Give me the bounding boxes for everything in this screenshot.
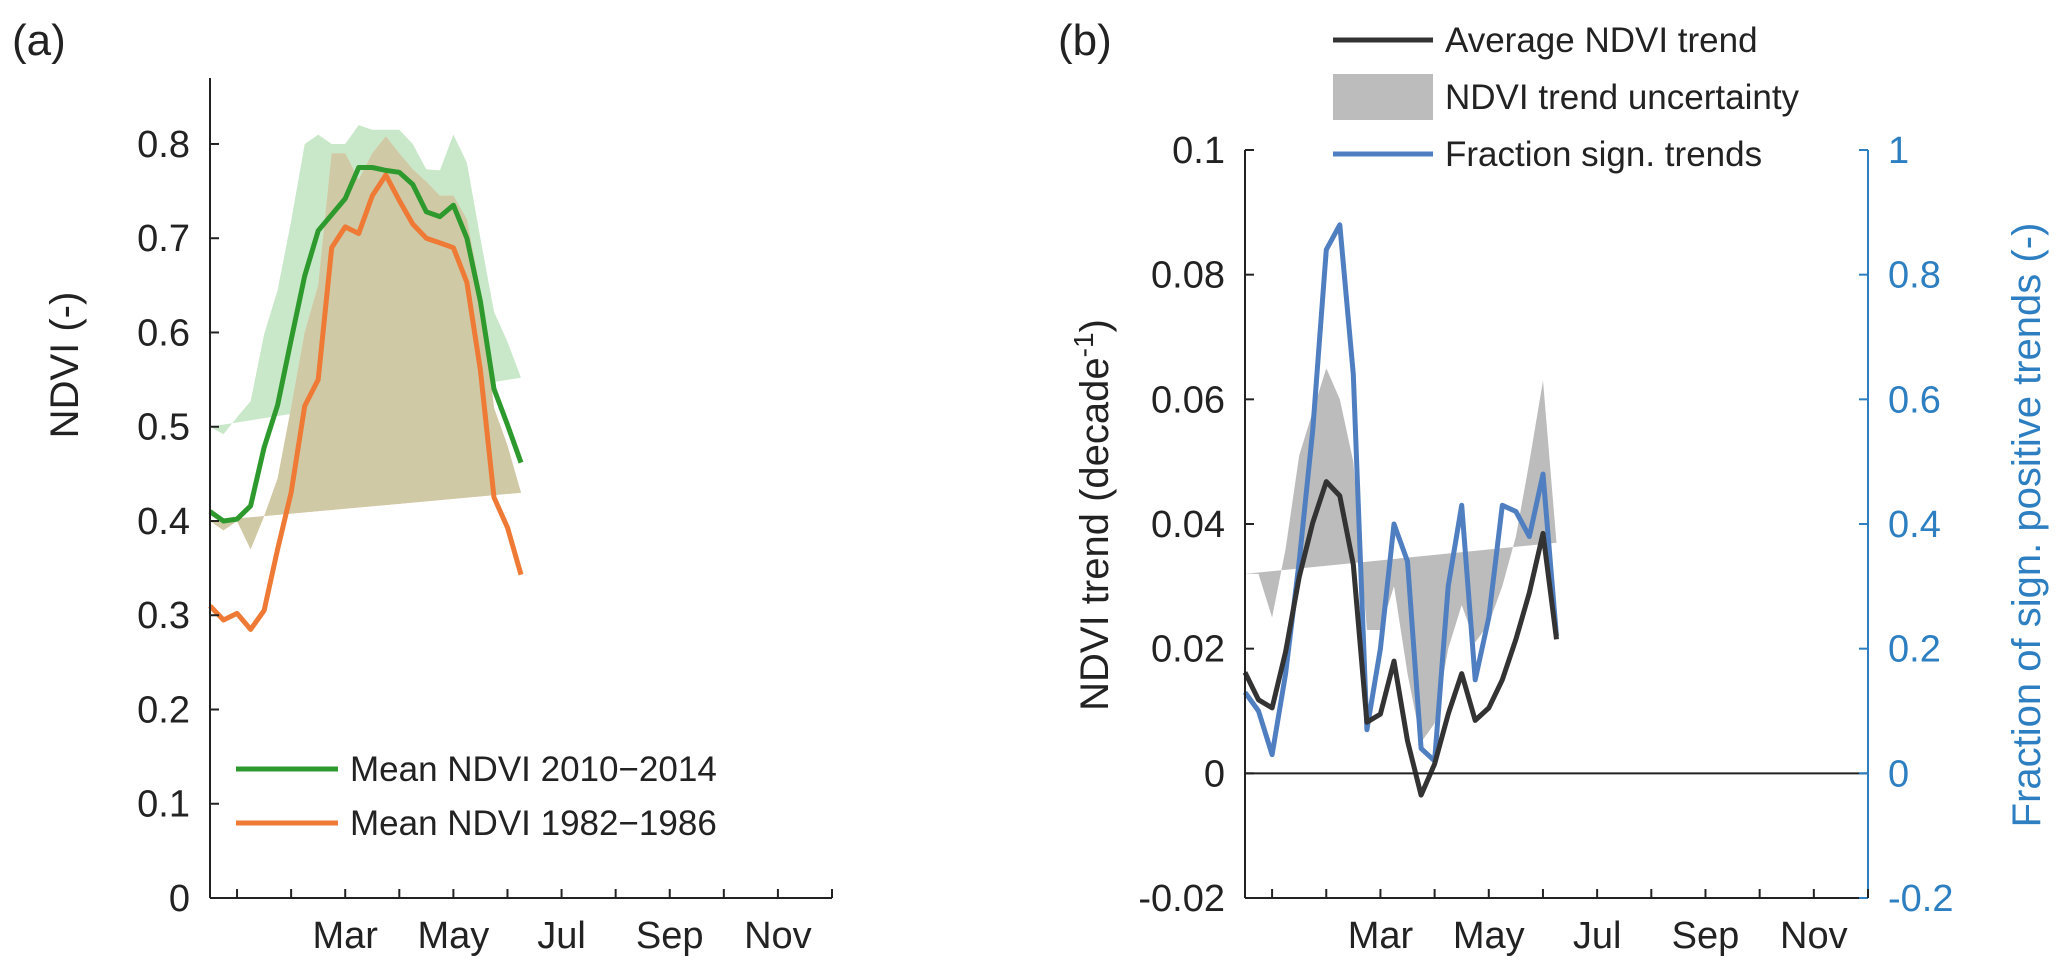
panel-a-ytick-label: 0.4 [137,501,190,543]
panel-a-xtick-label: Sep [636,915,704,957]
panel-b-ytick-left-label: 0.1 [1172,130,1225,172]
panel-a-xtick-label: May [417,915,489,957]
panel-b-ytick-left-label: 0.06 [1151,379,1225,421]
panel-b-ytick-left-label: 0.04 [1151,504,1225,546]
band-trend-uncertainty [1245,368,1557,743]
panel-a-ytick-label: 0.8 [137,124,190,166]
band-overlap [210,136,521,550]
panel-a-label: (a) [12,16,66,65]
panel-a-axes: 0 0.1 0.2 0.3 0.4 0.5 0.6 0.7 0.8 Mar May Jul Sep Nov [137,78,833,957]
panel-b-xtick-label: Sep [1672,915,1740,957]
panel-b-ytick-left-label: 0.02 [1151,629,1225,671]
line-1982-1986 [208,172,524,632]
panel-a-ytick-label: 0.6 [137,312,190,354]
line-average-ndvi-trend [1242,479,1559,798]
line-fraction-sign-trends [1242,222,1559,764]
legend-label-2010-2014: Mean NDVI 2010−2014 [350,750,717,789]
panel-b-ytick-right-label: 0.2 [1888,629,1941,671]
panel-a-ylabel: NDVI (-) [43,292,87,439]
legend-label-uncertainty: NDVI trend uncertainty [1445,78,1800,117]
line-2010-2014 [208,165,524,524]
panel-b-bands [1245,368,1557,743]
legend-swatch-uncertainty [1333,74,1433,120]
panel-b-lines [1242,222,1559,798]
panel-a-ytick-label: 0 [169,878,190,920]
legend-label-average-trend: Average NDVI trend [1445,21,1758,60]
panel-b-axes: -0.02 0 0.02 0.04 0.06 0.08 0.1 -0.2 0 0.2 0.4 0.6 0… [1138,130,1953,957]
panel-b-label: (b) [1058,16,1112,65]
panel-b-ytick-right-label: 1 [1888,130,1909,172]
panel-a-ytick-label: 0.7 [137,218,190,260]
panel-b-ylabel-right: Fraction of sign. positive trends (-) [2005,223,2049,828]
panel-b-ytick-left-label: -0.02 [1138,878,1225,920]
panel-b-xtick-label: May [1453,915,1525,957]
panel-b-ytick-right-label: -0.2 [1888,878,1953,920]
panel-a-lines [208,165,524,632]
legend-label-fraction: Fraction sign. trends [1445,135,1762,174]
panel-a-xtick-label: Nov [744,915,812,957]
panel-a-legend: Mean NDVI 2010−2014 Mean NDVI 1982−1986 [236,750,717,843]
panel-b-ytick-left-label: 0 [1204,753,1225,795]
panel-a-ytick-label: 0.3 [137,595,190,637]
panel-a-ytick-label: 0.2 [137,689,190,731]
panel-a-xtick-label: Jul [537,915,586,957]
panel-b-legend: Average NDVI trend NDVI trend uncertaint… [1333,21,1800,174]
panel-b-ylabel-left: NDVI trend (decade-1) [1068,319,1118,711]
panel-b-chart: (b) -0.02 0 0.02 0.04 0.06 0.08 0.1 -0.2 0 0.2 0.4… [1058,16,2049,957]
panel-a-chart: (a) 0 0.1 0.2 0.3 0.4 0.5 0.6 0.7 0.8 Mar May Jul Se… [12,16,833,957]
panel-b-ytick-right-label: 0 [1888,753,1909,795]
legend-label-1982-1986: Mean NDVI 1982−1986 [350,804,717,843]
panel-b-ytick-left-label: 0.08 [1151,255,1225,297]
panel-a-xtick-label: Mar [312,915,378,957]
panel-b-xtick-label: Nov [1780,915,1848,957]
panel-a-ytick-label: 0.5 [137,407,190,449]
panel-b-ytick-right-label: 0.4 [1888,504,1941,546]
panel-a-ytick-label: 0.1 [137,784,190,826]
panel-b-xtick-label: Mar [1348,915,1414,957]
panel-b-ytick-right-label: 0.6 [1888,379,1941,421]
panel-b-xtick-label: Jul [1573,915,1622,957]
panel-b-ytick-right-label: 0.8 [1888,255,1941,297]
